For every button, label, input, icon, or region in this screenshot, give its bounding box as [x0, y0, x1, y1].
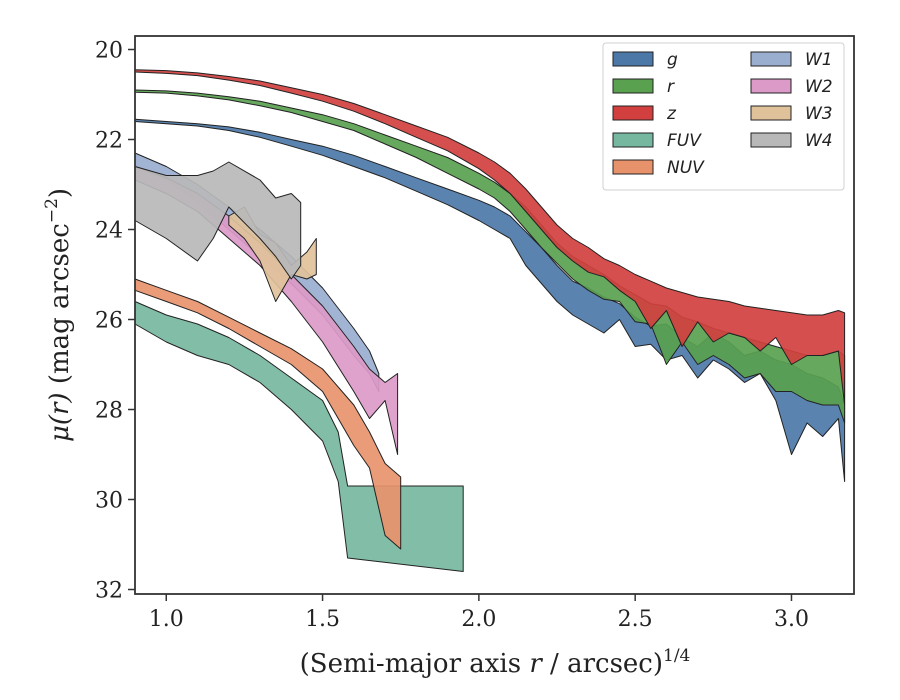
- legend-swatch-w3: [750, 105, 792, 121]
- x-tick-label: 2.5: [618, 607, 653, 632]
- axes-layer: 1.0 1.5 2.0 2.5 3.0 20 22 24 26 28 30 32: [95, 39, 809, 633]
- legend-swatch-w2: [750, 78, 792, 94]
- y-tick-label: 30: [95, 489, 123, 514]
- legend-label-z: z: [666, 104, 677, 124]
- plot-frame: [134, 35, 855, 595]
- legend-swatch-w1: [750, 51, 792, 67]
- y-tick-label: 28: [95, 399, 123, 424]
- series-band-z: [134, 69, 846, 406]
- y-tick-label: 32: [95, 579, 123, 604]
- series-band-g: [134, 118, 846, 482]
- legend-label-w2: W2: [805, 77, 833, 97]
- x-axis-label: (Semi-major axis r / arcsec)1/4: [300, 646, 691, 679]
- legend-label-nuv: NUV: [667, 158, 705, 178]
- y-axis-label: μ(r) (mag arcsec−2): [42, 188, 75, 442]
- series-band-r: [134, 89, 846, 424]
- y-tick-label: 22: [95, 129, 123, 154]
- y-tick-label: 20: [95, 39, 123, 64]
- series-band-nuv: [134, 278, 402, 550]
- legend-swatch-w4: [750, 132, 792, 148]
- legend-swatch-r: [612, 78, 654, 94]
- legend-label-w3: W3: [805, 104, 833, 124]
- legend-swatch-fuv: [612, 132, 654, 148]
- legend-swatch-nuv: [612, 159, 654, 175]
- x-tick-label: 2.0: [461, 607, 496, 632]
- legend: grz FUV NUV W1 W2 W3 W4: [602, 42, 845, 191]
- legend-swatch-z: [612, 105, 654, 121]
- y-tick-label: 24: [95, 219, 123, 244]
- legend-swatch-g: [612, 51, 654, 67]
- legend-label-r: r: [667, 77, 675, 97]
- x-tick-label: 1.0: [149, 607, 184, 632]
- legend-label-fuv: FUV: [667, 131, 702, 151]
- y-tick-label: 26: [95, 309, 123, 334]
- legend-label-g: g: [667, 50, 678, 70]
- legend-label-w1: W1: [805, 50, 833, 70]
- series-band-w4: [134, 161, 302, 280]
- x-tick-label: 1.5: [305, 607, 340, 632]
- legend-label-w4: W4: [805, 131, 833, 151]
- series-layer: [134, 69, 846, 572]
- x-tick-label: 3.0: [774, 607, 809, 632]
